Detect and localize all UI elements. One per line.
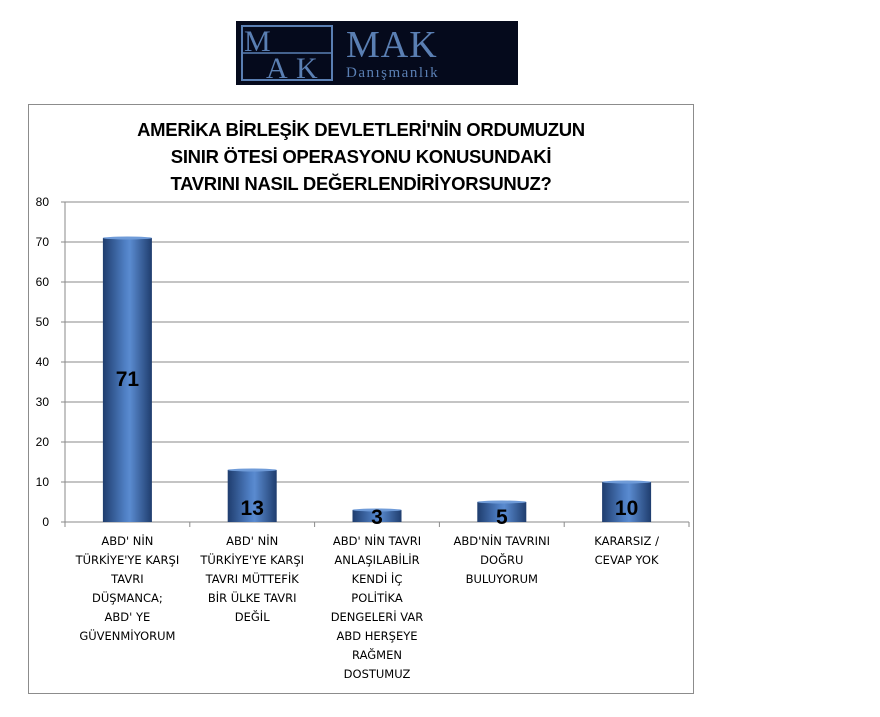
logo-monogram-k: K [296, 52, 318, 85]
bar [602, 482, 652, 522]
y-tick-label: 0 [42, 515, 49, 529]
category-label-line: ANLAŞILABİLİR [334, 552, 419, 567]
data-label: 13 [241, 497, 264, 520]
bar-top [352, 508, 402, 512]
data-label: 5 [496, 506, 508, 529]
bar-top [602, 480, 652, 484]
category-label-line: DOSTUMUZ [344, 667, 411, 681]
category-label-line: POLİTİKA [351, 590, 403, 605]
bar [477, 502, 527, 522]
bar-top [477, 500, 527, 504]
category-label-line: DEĞİL [235, 609, 270, 624]
mak-logo: M A K MAK Danışmanlık [236, 21, 518, 85]
category-label-line: TÜRKİYE'YE KARŞI [75, 551, 180, 567]
category-label: ABD' NİN TÜRKİYE'YE KARŞI TAVRI MÜTTEFİK Bİ… [199, 533, 304, 624]
chart-title-line: AMERİKA BİRLEŞİK DEVLETLERİ'NİN ORDUMUZU… [137, 119, 585, 140]
category-label-line: KENDİ İÇ [352, 571, 403, 586]
category-label-line: GÜVENMİYORUM [79, 627, 175, 643]
category-label-line: ABD' NİN [101, 533, 153, 548]
bar [102, 238, 152, 522]
chart-title-line: TAVRINI NASIL DEĞERLENDİRİYORSUNUZ? [170, 173, 552, 194]
bar [227, 470, 277, 522]
y-tick-label: 30 [36, 395, 50, 409]
y-tick-label: 20 [36, 435, 50, 449]
category-label: KARARSIZ / CEVAP YOK [594, 534, 659, 567]
category-label-line: DENGELERİ VAR [331, 609, 424, 624]
logo-monogram-m: M [244, 25, 271, 58]
logo-subtitle: Danışmanlık [346, 65, 439, 81]
category-label-line: ABD' NİN TAVRI [333, 533, 421, 548]
logo-name: MAK [346, 24, 438, 66]
category-label-line: DOĞRU [480, 552, 523, 567]
category-label: ABD' NİN TÜRKİYE'YE KARŞI TAVRI DÜŞMANCA; AB… [75, 533, 180, 643]
y-tick-label: 50 [36, 315, 50, 329]
chart-title: AMERİKA BİRLEŞİK DEVLETLERİ'NİN ORDUMUZU… [28, 116, 694, 197]
category-label-line: ABD' YE [105, 610, 151, 624]
category-label-line: TÜRKİYE'YE KARŞI [199, 551, 304, 567]
category-label-line: RAĞMEN [352, 647, 402, 662]
bar [352, 510, 402, 522]
y-tick-label: 80 [36, 195, 50, 209]
data-label: 71 [116, 368, 140, 391]
bar-top [227, 468, 277, 472]
category-label-line: CEVAP YOK [595, 553, 659, 567]
y-tick-label: 60 [36, 275, 50, 289]
category-label-line: TAVRI [110, 572, 144, 586]
category-label-line: ABD' NİN [226, 533, 278, 548]
category-label: ABD'NİN TAVRINI DOĞRU BULUYORUM [454, 533, 551, 586]
y-tick-label: 10 [36, 475, 50, 489]
category-label-line: ABD HERŞEYE [336, 629, 417, 643]
category-label-line: DÜŞMANCA; [92, 589, 163, 605]
logo-monogram-a: A [266, 52, 288, 85]
category-label-line: ABD'NİN TAVRINI [454, 533, 551, 548]
y-tick-label: 70 [36, 235, 50, 249]
chart-title-line: SINIR ÖTESİ OPERASYONU KONUSUNDAKİ [170, 146, 552, 167]
y-tick-label: 40 [36, 355, 50, 369]
category-label: ABD' NİN TAVRI ANLAŞILABİLİR KENDİ İÇ POLİT… [331, 533, 424, 681]
data-label: 10 [615, 497, 638, 520]
category-label-line: KARARSIZ / [594, 534, 659, 548]
bar-top [102, 236, 152, 240]
data-label: 3 [371, 506, 383, 529]
category-label-line: BULUYORUM [466, 572, 538, 586]
category-label-line: TAVRI MÜTTEFİK [205, 570, 300, 586]
category-label-line: BİR ÜLKE TAVRI [208, 589, 297, 605]
